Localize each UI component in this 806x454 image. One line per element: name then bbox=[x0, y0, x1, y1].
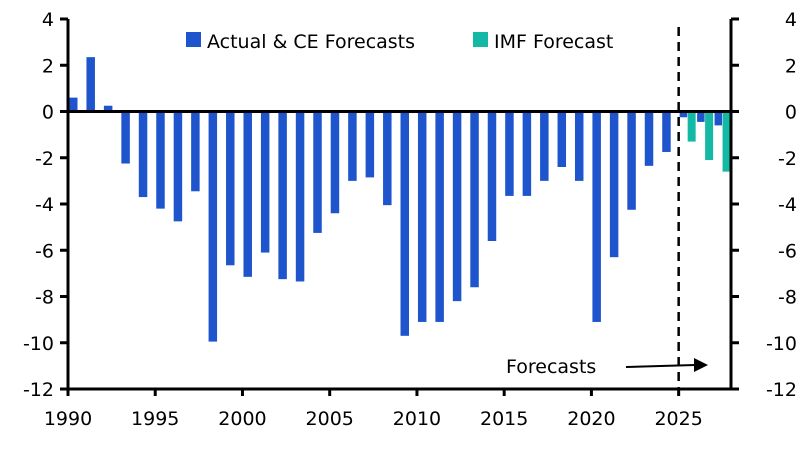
bar-actual-2018 bbox=[557, 111, 567, 167]
forecasts-arrow-head-icon bbox=[694, 358, 708, 372]
bar-actual-2019 bbox=[574, 111, 584, 181]
right-y-tick-label: -2 bbox=[778, 148, 797, 170]
legend-swatch-imf bbox=[473, 32, 488, 47]
bar-actual-2020 bbox=[592, 111, 601, 322]
bar-imf-2026 bbox=[705, 111, 714, 161]
bar-actual-2007 bbox=[365, 111, 375, 178]
left-y-tick-label: -6 bbox=[35, 240, 54, 262]
bar-actual-1999 bbox=[226, 111, 235, 266]
x-tick-label: 1990 bbox=[44, 408, 92, 430]
x-tick-label: 2015 bbox=[480, 408, 528, 430]
bar-actual-2009 bbox=[400, 111, 409, 336]
bar-actual-2027 bbox=[714, 111, 723, 126]
legend: Actual & CE Forecasts IMF Forecast bbox=[186, 31, 613, 53]
bar-actual-1995 bbox=[156, 111, 165, 209]
bar-actual-2002 bbox=[278, 111, 287, 280]
right-y-tick-label: -12 bbox=[766, 379, 797, 401]
left-y-tick-label: 4 bbox=[42, 9, 54, 31]
x-tick-label: 2010 bbox=[393, 408, 441, 430]
bar-actual-2021 bbox=[609, 111, 619, 258]
bar-actual-1994 bbox=[138, 111, 148, 198]
bar-actual-2011 bbox=[435, 111, 444, 322]
forecasts-arrow-shaft bbox=[625, 364, 696, 368]
bar-actual-1991 bbox=[86, 57, 95, 112]
bar-actual-1998 bbox=[208, 111, 218, 342]
x-tick-label: 2025 bbox=[654, 408, 702, 430]
right-y-tick-label: 0 bbox=[785, 102, 797, 124]
legend-swatch-actual bbox=[186, 32, 201, 47]
left-y-tick-label: -12 bbox=[23, 379, 54, 401]
bar-actual-2003 bbox=[295, 111, 305, 282]
bars-group bbox=[69, 57, 731, 342]
bar-actual-2006 bbox=[348, 111, 357, 181]
bar-actual-2026 bbox=[697, 111, 705, 122]
bar-actual-2022 bbox=[627, 111, 636, 210]
right-y-tick-label: -4 bbox=[778, 194, 797, 216]
bar-actual-2008 bbox=[383, 111, 392, 206]
left-y-tick-label: -8 bbox=[35, 287, 54, 309]
bar-actual-2017 bbox=[540, 111, 549, 181]
bar-imf-2027 bbox=[722, 111, 731, 172]
forecasts-annotation-label: Forecasts bbox=[506, 356, 596, 378]
bar-actual-2016 bbox=[522, 111, 532, 196]
left-y-tick-label: -4 bbox=[35, 194, 54, 216]
x-tick-label: 2000 bbox=[218, 408, 266, 430]
bar-actual-2010 bbox=[417, 111, 427, 322]
left-y-tick-label: 2 bbox=[42, 55, 54, 77]
forecasts-annotation: Forecasts bbox=[506, 356, 708, 378]
bar-actual-2015 bbox=[505, 111, 514, 196]
legend-label-imf: IMF Forecast bbox=[494, 31, 613, 53]
left-y-ticks: 4 2 0 -2 -4 -6 -8 -10 -12 bbox=[23, 9, 68, 401]
right-y-ticks: 4 2 0 -2 -4 -6 -8 -10 -12 bbox=[731, 9, 797, 401]
x-tick-label: 2005 bbox=[306, 408, 354, 430]
bar-actual-2004 bbox=[313, 111, 322, 233]
bar-actual-1993 bbox=[121, 111, 130, 164]
bar-actual-1996 bbox=[173, 111, 183, 222]
bar-actual-2005 bbox=[330, 111, 340, 214]
bar-actual-1992 bbox=[103, 105, 113, 112]
right-y-tick-label: -10 bbox=[766, 333, 797, 355]
x-tick-label: 1995 bbox=[131, 408, 179, 430]
bar-actual-1997 bbox=[191, 111, 200, 192]
bar-actual-2025 bbox=[679, 111, 688, 118]
right-y-tick-label: -8 bbox=[778, 287, 797, 309]
bar-imf-2025 bbox=[687, 111, 696, 142]
right-y-tick-label: -6 bbox=[778, 240, 797, 262]
legend-label-actual: Actual & CE Forecasts bbox=[207, 31, 415, 53]
bar-actual-2023 bbox=[644, 111, 654, 166]
bar-actual-2000 bbox=[243, 111, 252, 277]
left-y-tick-label: 0 bbox=[42, 102, 54, 124]
bar-actual-2013 bbox=[470, 111, 479, 288]
left-y-tick-label: -10 bbox=[23, 333, 54, 355]
bar-actual-2012 bbox=[452, 111, 462, 302]
bar-actual-2024 bbox=[662, 111, 671, 152]
x-tick-label: 2020 bbox=[567, 408, 615, 430]
x-ticks: 1990 1995 2000 2005 2010 2015 2020 2025 bbox=[44, 389, 703, 430]
left-y-tick-label: -2 bbox=[35, 148, 54, 170]
bar-actual-2014 bbox=[487, 111, 497, 241]
bar-actual-2001 bbox=[260, 111, 270, 253]
bar-actual-1990 bbox=[69, 97, 78, 112]
right-y-tick-label: 4 bbox=[785, 9, 797, 31]
right-y-tick-label: 2 bbox=[785, 55, 797, 77]
